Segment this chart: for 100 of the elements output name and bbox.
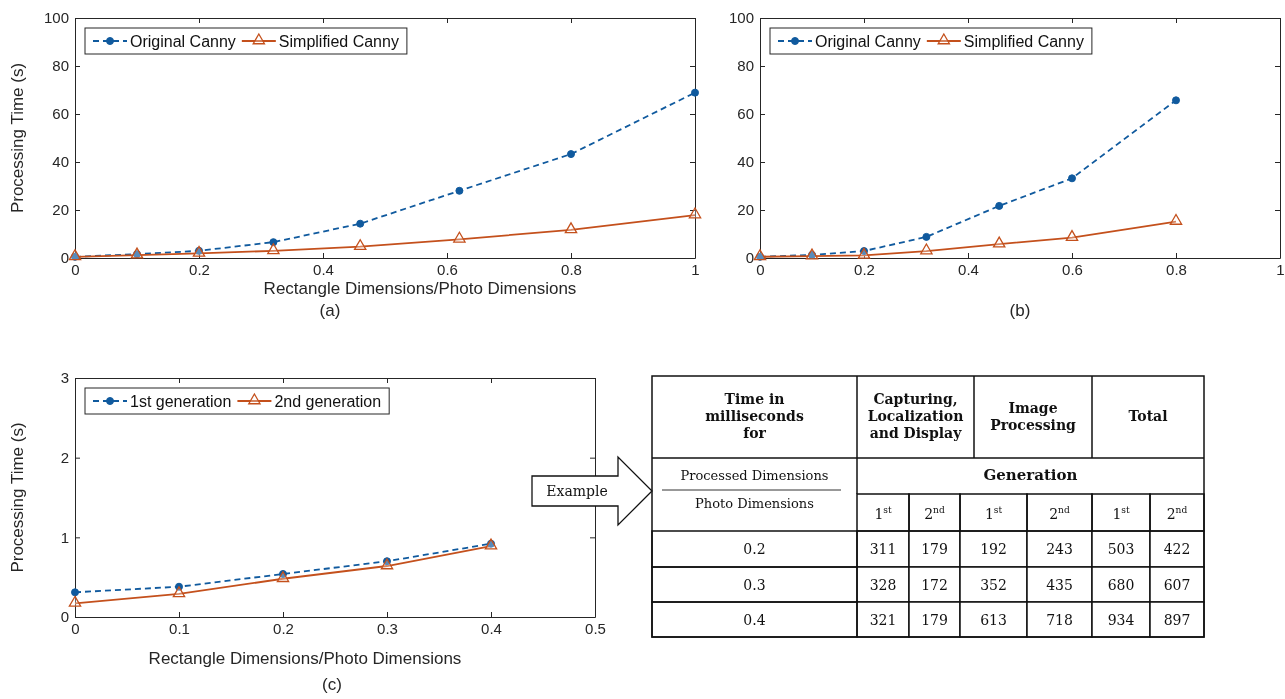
y-axis-title: Processing Time (s)	[8, 422, 27, 573]
data-label: 718	[1046, 611, 1073, 628]
point	[175, 582, 183, 591]
data-label: 172	[921, 576, 948, 593]
legend-label: 2nd generation	[274, 393, 382, 410]
y-tick-label: 60	[737, 105, 754, 123]
point	[356, 219, 365, 228]
y-tick-label: 2	[60, 448, 69, 466]
x-tick-label: 1$^{st}$	[1112, 504, 1130, 522]
y-tick-label: 20	[52, 201, 69, 219]
y-tick-label: 40	[737, 153, 754, 171]
x-tick-label: 0.4	[313, 260, 334, 278]
text: Image Processing	[990, 399, 1077, 433]
text: Time in milliseconds for	[705, 391, 804, 441]
x-tick-label: 0.4	[958, 260, 979, 278]
data-label: 503	[1107, 541, 1135, 557]
data-label: 321	[869, 611, 897, 628]
x-tick-label: 0.8	[1166, 260, 1187, 278]
text: Photo Dimensions	[695, 495, 814, 511]
x-tick-label: 0.3	[377, 619, 398, 637]
x-tick-label: 0.5	[585, 619, 606, 637]
data-label: 680	[1107, 576, 1135, 593]
y-tick-label: 0	[745, 249, 754, 267]
point	[353, 239, 367, 251]
point	[269, 238, 278, 247]
x-tick-label: 2$^{nd}$	[1049, 504, 1070, 522]
y-tick-label: 100	[43, 9, 69, 27]
point	[691, 88, 699, 97]
text: Processed Dimensions	[680, 467, 829, 483]
y-tick-label: 0	[60, 249, 69, 267]
point	[995, 201, 1004, 210]
y-tick-label: 0	[60, 608, 69, 626]
x-tick-label: 2$^{nd}$	[1166, 504, 1188, 522]
x-tick-label: 0.6	[1062, 260, 1083, 278]
y-tick-label: 80	[737, 57, 754, 75]
y-axis-title: Processing Time (s)	[8, 62, 27, 214]
point	[564, 222, 578, 234]
y-tick-label: 0.2	[743, 541, 766, 557]
point	[380, 558, 394, 570]
point	[920, 243, 933, 255]
data-label: 328	[869, 576, 897, 593]
legend-label: Original Canny	[815, 33, 921, 50]
point	[1172, 96, 1180, 105]
point	[1065, 229, 1079, 241]
point	[453, 231, 466, 243]
data-label: 897	[1163, 611, 1191, 628]
data-label: 243	[1046, 541, 1073, 557]
x-tick-label: 0.4	[481, 619, 502, 637]
x-tick-label: 0.2	[273, 619, 294, 637]
x-tick-label: 0	[71, 260, 80, 278]
point	[1068, 174, 1076, 183]
data-label: 613	[980, 611, 1007, 628]
data-label: 352	[980, 576, 1007, 593]
x-tick-label: 0.6	[437, 260, 458, 278]
x-tick-label: 0.1	[169, 619, 190, 637]
y-tick-label: 60	[52, 105, 69, 123]
text: (b)	[1009, 301, 1031, 320]
x-tick-label: 1	[691, 260, 700, 278]
data-label: 179	[921, 611, 948, 628]
x-tick-label: 0.8	[561, 260, 582, 278]
point	[172, 586, 186, 598]
point	[1169, 213, 1183, 225]
point	[455, 186, 464, 195]
x-tick-label: 0.2	[189, 260, 210, 278]
text: Capturing, Localization and Display	[867, 391, 964, 441]
point	[992, 236, 1006, 248]
x-axis-title: Rectangle Dimensions/Photo Dimensions	[148, 649, 462, 668]
data-label: 422	[1163, 541, 1191, 557]
data-label: 179	[921, 541, 948, 557]
legend-label: Simplified Canny	[963, 33, 1084, 50]
y-tick-label: 20	[737, 201, 754, 219]
data-label: 435	[1046, 576, 1073, 593]
point	[688, 207, 702, 219]
point	[276, 571, 290, 583]
text: Total	[1128, 408, 1168, 424]
x-tick-label: 1	[1276, 260, 1285, 278]
data-label: 607	[1163, 576, 1191, 593]
data-label: 192	[980, 541, 1007, 557]
x-tick-label: 2$^{nd}$	[924, 504, 945, 522]
legend-label: 1st generation	[130, 393, 232, 410]
point	[267, 243, 280, 255]
legend-label: Simplified Canny	[278, 33, 399, 50]
y-tick-label: 80	[52, 57, 69, 75]
text: Generation	[983, 466, 1078, 484]
x-tick-label: 1$^{st}$	[874, 504, 892, 522]
y-tick-label: 0.3	[743, 576, 766, 593]
point	[567, 150, 575, 159]
data-label: 311	[869, 541, 897, 557]
y-tick-label: 3	[60, 369, 69, 387]
legend-label: Original Canny	[130, 33, 236, 50]
y-tick-label: 100	[728, 9, 754, 27]
text: (a)	[319, 301, 341, 320]
x-tick-label: 1$^{st}$	[984, 504, 1003, 522]
annotation: Example	[546, 483, 608, 499]
x-tick-label: 0.2	[854, 260, 875, 278]
text: (c)	[322, 675, 342, 694]
x-tick-label: 0	[71, 619, 80, 637]
point	[71, 588, 79, 597]
x-axis-title: Rectangle Dimensions/Photo Dimensions	[263, 279, 577, 298]
y-tick-label: 40	[52, 153, 69, 171]
